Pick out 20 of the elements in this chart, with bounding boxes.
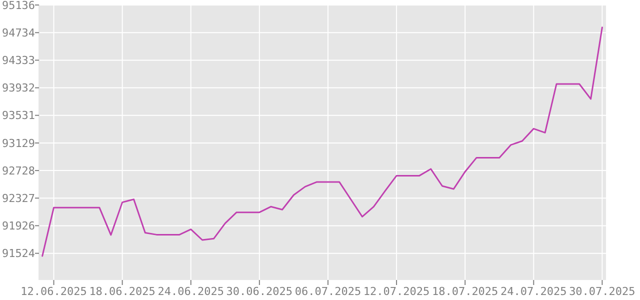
y-tick-label: 94333: [2, 54, 36, 68]
x-tick-label: 12.07.2025: [363, 285, 430, 298]
x-tick-label: 30.06.2025: [226, 285, 293, 298]
y-tick-label: 91926: [2, 220, 36, 233]
x-tick-label: 06.07.2025: [294, 285, 362, 298]
x-tick-label: 24.07.2025: [500, 285, 567, 298]
y-tick-label: 94734: [2, 26, 36, 40]
y-tick-label: 93129: [2, 136, 36, 150]
y-tick-label: 91524: [2, 247, 36, 260]
y-tick-label: 92327: [2, 192, 36, 205]
x-tick-label: 12.06.2025: [20, 285, 87, 298]
x-tick-label: 18.06.2025: [89, 285, 156, 298]
line-series: [42, 26, 603, 257]
y-tick-label: 95136: [2, 0, 36, 12]
x-tick-label: 30.07.2025: [569, 285, 636, 298]
y-tick-label: 93531: [2, 109, 36, 122]
x-tick-label: 18.07.2025: [432, 285, 498, 298]
y-tick-label: 92728: [2, 164, 36, 178]
x-tick-label: 24.06.2025: [158, 285, 224, 298]
y-tick-label: 93932: [2, 82, 36, 95]
